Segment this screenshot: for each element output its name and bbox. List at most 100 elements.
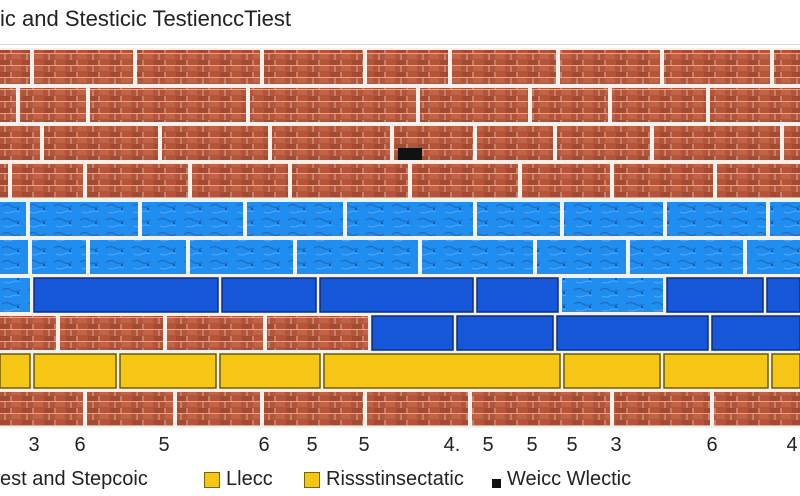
wall-block-brick: [367, 50, 448, 84]
wall-block-lightblue: [422, 240, 533, 274]
wall-block-lightblue: [347, 202, 473, 236]
legend-item: est and Stepcoic: [0, 468, 148, 491]
wall-block-darkblue: [319, 277, 474, 313]
brick-wall-chart: [0, 48, 800, 428]
wall-block-brick: [12, 164, 83, 198]
wall-block-lightblue: [30, 202, 138, 236]
wall-block-yellow: [33, 353, 117, 389]
wall-block-darkblue: [666, 277, 764, 313]
wall-block-lightblue: [477, 202, 560, 236]
black-swatch: [492, 479, 501, 488]
tick-label: 3: [28, 434, 40, 456]
wall-block-brick: [0, 164, 8, 198]
wall-block-lightblue: [142, 202, 243, 236]
yellow-swatch: [204, 471, 220, 488]
wall-block-darkblue: [476, 277, 559, 313]
wall-block-brick: [452, 50, 556, 84]
yellow-swatch: [304, 471, 320, 488]
wall-block-yellow: [0, 353, 31, 389]
tick-label: 5: [526, 434, 538, 456]
wall-block-lightblue: [90, 240, 186, 274]
wall-block-brick: [477, 126, 553, 160]
wall-block-brick: [162, 126, 268, 160]
wall-block-brick: [250, 88, 416, 122]
wall-block-brick: [784, 126, 800, 160]
wall-rows: [0, 48, 800, 428]
wall-block-lightblue: [0, 240, 28, 274]
wall-block-brick: [774, 50, 800, 84]
wall-block-brick: [264, 392, 363, 426]
wall-block-brick: [714, 392, 800, 426]
wall-block-brick: [710, 88, 800, 122]
wall-block-darkblue: [711, 315, 800, 351]
wall-block-yellow: [663, 353, 769, 389]
tick-label: 5: [482, 434, 494, 456]
wall-block-brick: [654, 126, 780, 160]
wall-block-brick: [522, 164, 610, 198]
wall-block-lightblue: [32, 240, 86, 274]
wall-block-brick: [367, 392, 468, 426]
tick-label: 3: [610, 434, 622, 456]
wall-block-brick: [90, 88, 246, 122]
wall-block-darkblue: [456, 315, 554, 351]
brick-wall-svg: [0, 48, 800, 428]
wall-block-lightblue: [247, 202, 343, 236]
wall-block-brick: [87, 392, 173, 426]
wall-block-brick: [137, 50, 260, 84]
wall-block-lightblue: [747, 240, 800, 274]
wall-block-yellow: [219, 353, 321, 389]
wall-block-lightblue: [630, 240, 743, 274]
wall-block-brick: [267, 316, 368, 350]
wall-block-darkblue: [33, 277, 219, 313]
title-divider: [0, 44, 800, 45]
wall-block-brick: [717, 164, 800, 198]
wall-block-brick: [420, 88, 528, 122]
tick-label: 4: [786, 434, 798, 456]
wall-block-yellow: [119, 353, 217, 389]
wall-block-brick: [44, 126, 158, 160]
wall-block-brick: [177, 392, 260, 426]
wall-block-lightblue: [190, 240, 293, 274]
wall-block-darkblue: [766, 277, 800, 313]
wall-block-lightblue: [0, 202, 26, 236]
wall-block-brick: [20, 88, 86, 122]
wall-block-brick: [0, 126, 40, 160]
legend-item: Llecc: [204, 468, 273, 491]
tick-label: 5: [566, 434, 578, 456]
tick-label: 5: [158, 434, 170, 456]
tick-label: 6: [706, 434, 718, 456]
wall-block-brick: [472, 392, 610, 426]
x-axis: 3 6 5 6 5 5 4. 5 5 5 3 6 4: [0, 434, 800, 460]
wall-block-lightblue: [537, 240, 626, 274]
wall-block-darkblue: [371, 315, 454, 351]
wall-block-brick: [557, 126, 650, 160]
legend-label: Llecc: [226, 468, 273, 490]
legend: est and Stepcoic Llecc Rissstinsectatic Wei…: [0, 468, 800, 494]
tick-label: 4.: [443, 434, 461, 456]
legend-item: Weicc Wlectic: [492, 468, 631, 491]
wall-block-yellow: [323, 353, 561, 389]
wall-block-brick: [272, 126, 390, 160]
tick-label: 6: [258, 434, 270, 456]
tick-label: 6: [74, 434, 86, 456]
wall-block-brick: [87, 164, 188, 198]
wall-block-brick: [0, 316, 56, 350]
wall-block-lightblue: [297, 240, 418, 274]
wall-block-lightblue: [564, 202, 663, 236]
wall-hole: [398, 148, 422, 160]
legend-label: Rissstinsectatic: [326, 468, 464, 490]
wall-block-lightblue: [770, 202, 800, 236]
wall-block-brick: [560, 50, 660, 84]
legend-item: Rissstinsectatic: [304, 468, 464, 491]
wall-block-brick: [0, 50, 30, 84]
wall-block-brick: [0, 392, 83, 426]
legend-label: Weicc Wlectic: [507, 468, 632, 490]
wall-block-brick: [612, 88, 706, 122]
wall-block-lightblue: [667, 202, 766, 236]
wall-block-brick: [412, 164, 518, 198]
wall-block-lightblue: [562, 278, 663, 312]
wall-block-yellow: [563, 353, 661, 389]
chart-title: ic and Stesticic TestienccTiest: [0, 6, 292, 31]
wall-block-brick: [167, 316, 263, 350]
wall-block-brick: [0, 88, 16, 122]
